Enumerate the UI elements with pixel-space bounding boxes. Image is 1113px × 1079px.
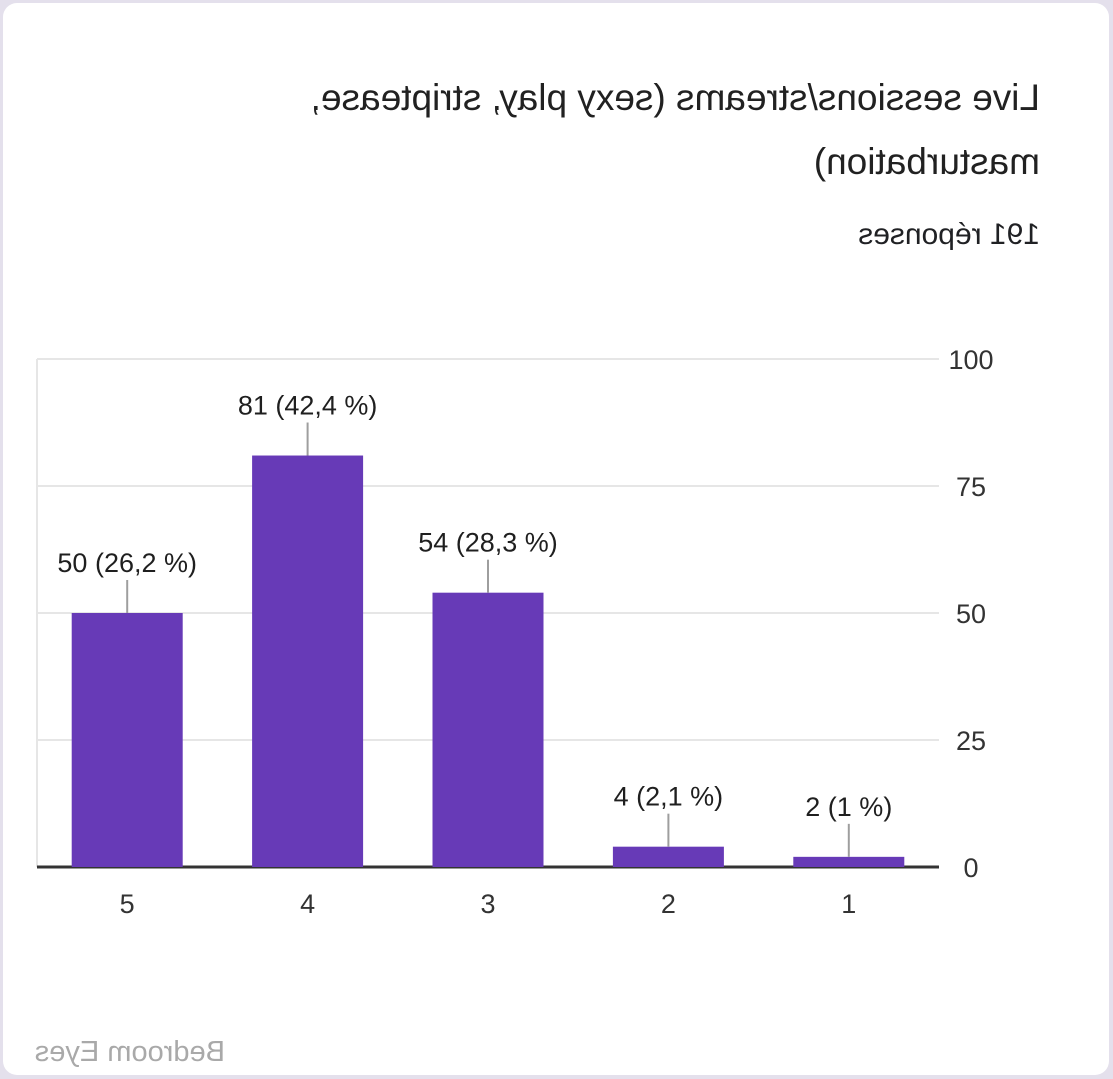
y-tick-label: 0 bbox=[963, 853, 978, 883]
x-tick-label: 1 bbox=[841, 889, 856, 919]
y-tick-label: 75 bbox=[956, 472, 986, 502]
data-label: 54 (28,3 %) bbox=[418, 528, 558, 558]
data-label: 50 (26,2 %) bbox=[57, 548, 197, 578]
x-tick-label: 2 bbox=[661, 889, 676, 919]
x-tick-label: 5 bbox=[120, 889, 135, 919]
watermark: Bedroom Eyes bbox=[34, 1036, 225, 1068]
chart-card bbox=[3, 3, 1109, 1075]
x-tick-label: 3 bbox=[480, 889, 495, 919]
data-label: 2 (1 %) bbox=[805, 792, 892, 822]
x-tick-label: 4 bbox=[300, 889, 315, 919]
y-tick-label: 100 bbox=[948, 345, 993, 375]
bar bbox=[252, 455, 364, 867]
bar bbox=[432, 592, 544, 867]
y-tick-label: 50 bbox=[956, 599, 986, 629]
data-label: 81 (42,4 %) bbox=[238, 391, 378, 421]
data-label: 4 (2,1 %) bbox=[614, 782, 724, 812]
x-axis-ticks: 1 2 3 4 5 bbox=[120, 889, 857, 919]
y-axis-ticks: 0 25 50 75 100 bbox=[948, 345, 993, 883]
bar bbox=[793, 856, 905, 867]
bars: 2 (1 %) 4 (2,1 %) 54 (28,3 %) 81 (42,4 %) 50… bbox=[57, 391, 905, 867]
y-tick-label: 25 bbox=[956, 726, 986, 756]
bar bbox=[612, 846, 724, 867]
bar bbox=[71, 613, 183, 867]
